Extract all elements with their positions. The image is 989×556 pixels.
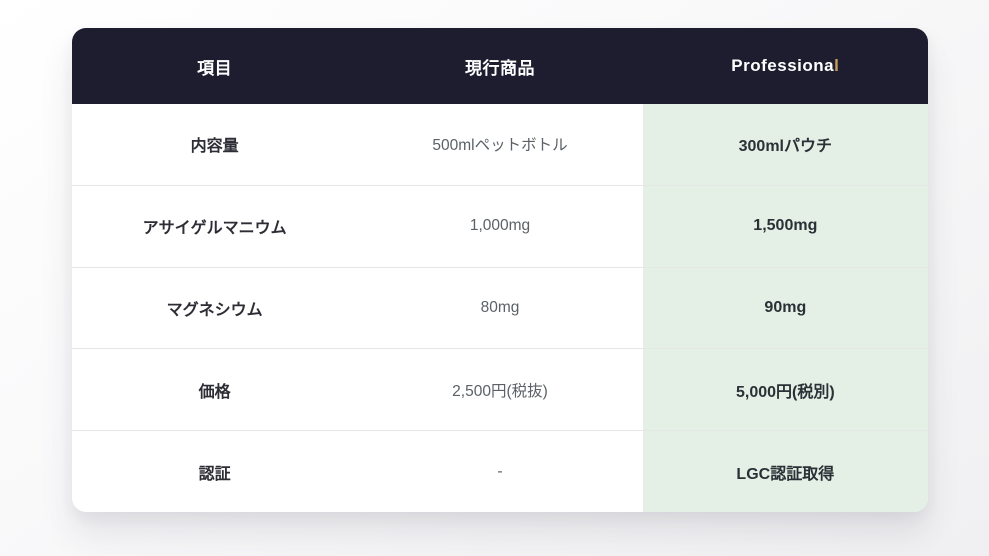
header-label-professional: Professional (731, 56, 840, 75)
header-label-item: 項目 (197, 58, 233, 78)
current-value-germanium: 1,000mg (469, 217, 531, 235)
current-value-volume: 500mlペットボトル (432, 137, 568, 155)
professional-accent-letter: l (834, 56, 840, 75)
table-row-certification: 認証 - LGC認証取得 (72, 430, 928, 512)
row-label-certification: 認証 (198, 465, 231, 483)
header-label-current-product: 現行商品 (464, 58, 535, 78)
table-row-volume: 内容量 500mlペットボトル 300mlパウチ (72, 104, 928, 185)
professional-value-magnesium: 90mg (642, 267, 928, 349)
table-row-price: 価格 2,500円(税抜) 5,000円(税別) (72, 348, 928, 431)
table-row-magnesium: マグネシウム 80mg 90mg (72, 266, 928, 349)
table-row-germanium: アサイゲルマニウム 1,000mg 1,500mg (72, 184, 928, 267)
header-cell-professional: Professional (643, 28, 928, 104)
row-label-volume: 内容量 (190, 138, 239, 156)
comparison-table: 項目 現行商品 Professional 内容量 500mlペットボトル 300… (72, 28, 928, 512)
professional-value-germanium: 1,500mg (642, 185, 928, 267)
header-cell-current-product: 現行商品 (357, 28, 642, 104)
row-label-magnesium: マグネシウム (166, 301, 263, 319)
current-value-magnesium: 80mg (480, 298, 520, 316)
header-cell-item: 項目 (72, 28, 357, 104)
professional-value-volume: 300mlパウチ (642, 104, 928, 185)
professional-value-price: 5,000円(税別) (642, 349, 928, 431)
current-value-certification: - (497, 462, 503, 480)
professional-value-certification: LGC認証取得 (642, 431, 928, 512)
row-label-germanium: アサイゲルマニウム (142, 220, 287, 238)
row-label-price: 価格 (198, 383, 231, 401)
table-header-row: 項目 現行商品 Professional (72, 28, 928, 104)
current-value-price: 2,500円(税抜) (452, 382, 548, 400)
